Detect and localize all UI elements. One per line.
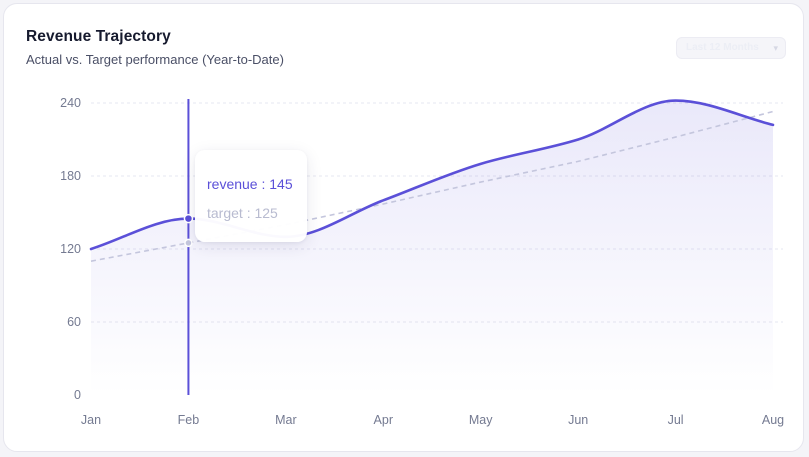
chart-tooltip: revenue : 145 target : 125 — [195, 150, 307, 242]
x-tick-label: May — [469, 413, 493, 427]
x-tick-label: Aug — [762, 413, 784, 427]
y-tick-label: 180 — [60, 169, 81, 183]
chart-subtitle: Actual vs. Target performance (Year-to-D… — [26, 52, 284, 67]
chart-title: Revenue Trajectory — [26, 28, 171, 45]
revenue-point — [183, 213, 194, 224]
x-tick-label: Jan — [81, 413, 101, 427]
target-line — [90, 110, 774, 262]
y-tick-label: 240 — [60, 96, 81, 110]
tooltip-revenue-value: revenue : 145 — [207, 176, 293, 192]
x-tick-label: Jun — [568, 413, 588, 427]
y-tick-label: 60 — [67, 315, 81, 329]
y-tick-label: 0 — [74, 388, 81, 402]
target-point — [184, 238, 193, 248]
tooltip-target-value: target : 125 — [207, 205, 278, 221]
x-tick-label: Mar — [275, 413, 297, 427]
y-tick-label: 120 — [60, 242, 81, 256]
time-range-label: Last 12 Months — [686, 42, 759, 53]
chevron-down-icon: ▾ — [773, 43, 778, 53]
x-tick-label: Apr — [374, 413, 393, 427]
time-range-select[interactable]: Last 12 Months ▾ — [676, 37, 786, 59]
revenue-area — [91, 100, 773, 396]
x-tick-label: Jul — [668, 413, 684, 427]
x-tick-label: Feb — [178, 413, 200, 427]
